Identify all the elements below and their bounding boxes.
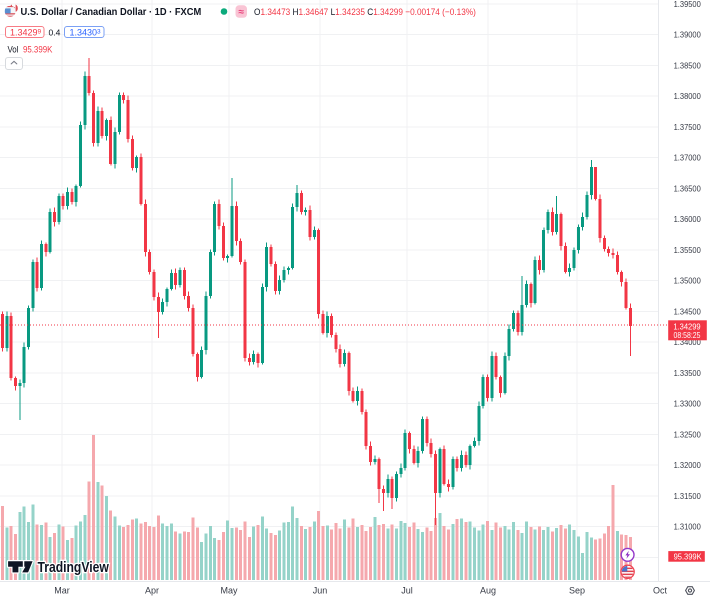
svg-text:08:58:25: 08:58:25 [674,331,701,341]
svg-text:0.4: 0.4 [49,27,61,37]
svg-text:TradingView: TradingView [38,559,110,575]
svg-text:1.34299: 1.34299 [673,322,701,332]
svg-text:1.32500: 1.32500 [674,430,702,440]
svg-text:U.S. Dollar / Canadian Dollar: U.S. Dollar / Canadian Dollar · 1D · FXC… [21,7,202,19]
svg-text:Jun: Jun [313,586,328,596]
svg-text:May: May [220,586,238,596]
svg-text:1.34500: 1.34500 [674,307,702,317]
svg-text:Mar: Mar [54,586,70,596]
svg-text:1.34303: 1.34303 [70,27,102,37]
svg-text:1.37500: 1.37500 [674,123,702,133]
svg-text:1.36500: 1.36500 [674,184,702,194]
svg-text:1.37000: 1.37000 [674,153,702,163]
svg-text:Oct: Oct [653,586,668,596]
svg-text:1.35500: 1.35500 [674,246,702,256]
svg-text:Jul: Jul [401,586,413,596]
svg-text:1.31000: 1.31000 [674,522,702,532]
svg-text:1.34000: 1.34000 [674,338,702,348]
svg-text:95.399K: 95.399K [23,44,53,55]
svg-text:1.32000: 1.32000 [674,461,702,471]
svg-text:1.34299: 1.34299 [10,27,42,37]
svg-text:1.35000: 1.35000 [674,276,702,286]
svg-text:Apr: Apr [145,586,159,596]
svg-text:1.33000: 1.33000 [674,399,702,409]
svg-text:1.33500: 1.33500 [674,369,702,379]
svg-text:1.36000: 1.36000 [674,215,702,225]
svg-text:Sep: Sep [569,586,585,596]
svg-text:1.39000: 1.39000 [674,30,702,40]
svg-text:1.38000: 1.38000 [674,92,702,102]
svg-text:1.39500: 1.39500 [674,0,702,9]
svg-text:O1.34473 H1.34647 L1.34235 C1.: O1.34473 H1.34647 L1.34235 C1.34299 −0.0… [254,7,476,18]
svg-text:95.399K: 95.399K [674,552,703,562]
svg-text:Vol: Vol [7,44,18,55]
svg-text:1.38500: 1.38500 [674,61,702,71]
svg-text:1.31500: 1.31500 [674,492,702,502]
svg-text:Aug: Aug [480,586,496,596]
svg-text:≈: ≈ [238,7,244,18]
